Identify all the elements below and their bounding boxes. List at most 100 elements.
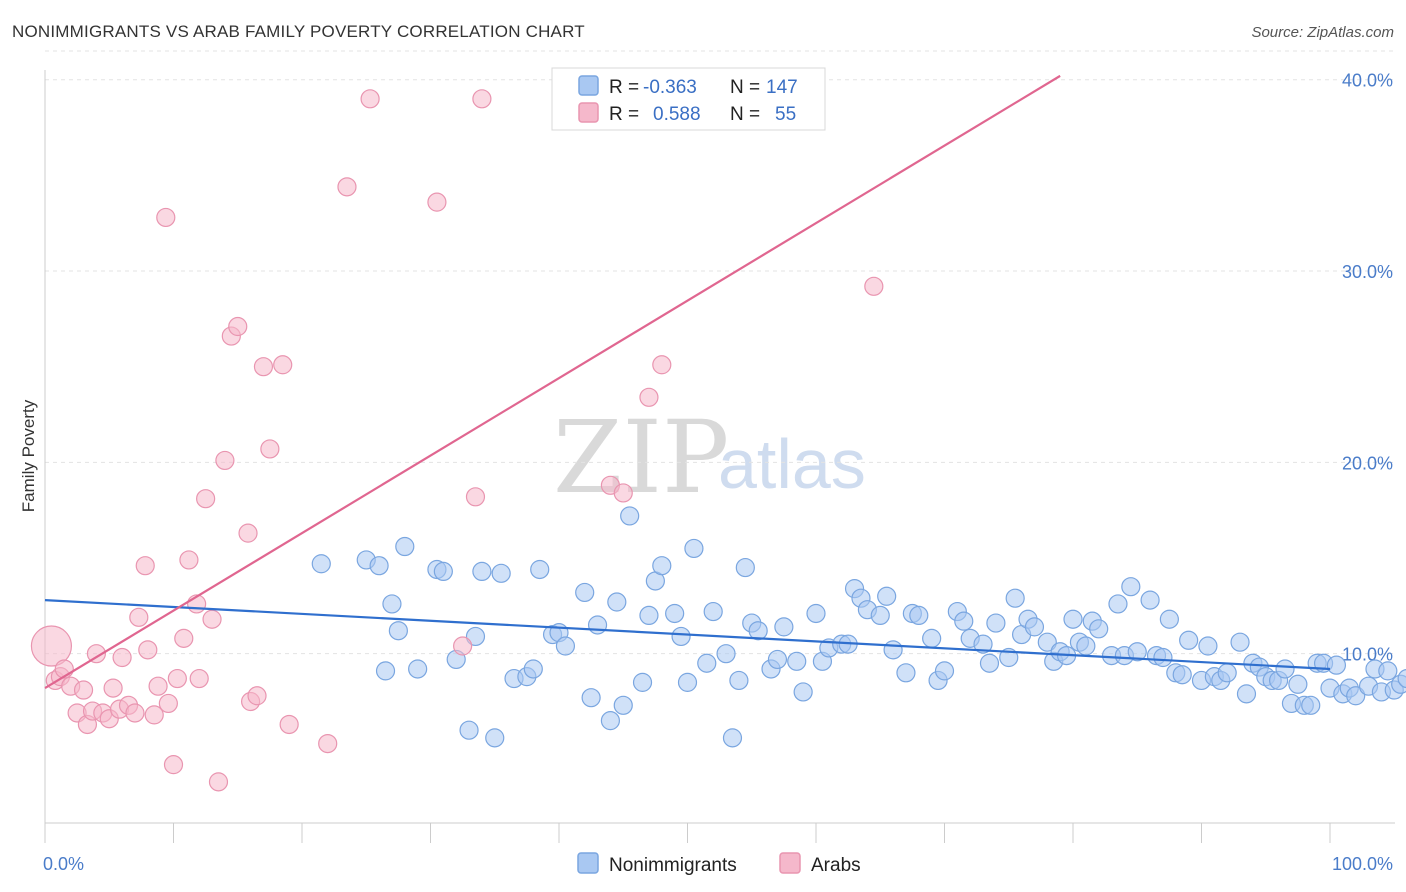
nonimmigrants-point: [485, 728, 505, 748]
grid-lines: [45, 50, 1395, 655]
nonimmigrants-point: [1159, 609, 1179, 629]
nonimmigrants-point: [375, 661, 396, 681]
arabs-point: [472, 89, 492, 109]
arabs-point: [112, 647, 132, 668]
nonimmigrants-point: [793, 682, 813, 702]
nonimmigrants-point: [1121, 577, 1141, 597]
arabs-point: [273, 355, 293, 375]
arabs-point: [138, 640, 158, 660]
arabs-point: [337, 177, 357, 197]
arabs-point: [215, 450, 235, 471]
arabs-point: [202, 609, 222, 629]
y-tick-labels: 10.0% 20.0% 30.0% 40.0%: [1342, 71, 1393, 665]
nonimmigrants-point: [684, 538, 704, 559]
nonimmigrants-point: [620, 506, 640, 526]
nonimmigrants-point: [311, 554, 331, 574]
nonimmigrants-point: [787, 651, 807, 671]
bottom-legend-label-arabs: Arabs: [811, 855, 861, 876]
legend-n-label-0: N =: [730, 77, 760, 98]
nonimmigrants-point: [1230, 632, 1250, 652]
y-axis-label: Family Poverty: [19, 399, 38, 512]
nonimmigrants-point: [671, 626, 691, 647]
nonimmigrants-point: [408, 659, 428, 679]
arabs-point: [167, 668, 187, 689]
nonimmigrants-point: [1037, 632, 1057, 652]
nonimmigrants-point: [677, 672, 698, 692]
y-tick-label: 40.0%: [1342, 71, 1393, 91]
arabs-point: [189, 668, 209, 689]
nonimmigrants-point: [1217, 663, 1237, 683]
stats-legend: R = -0.363 N = 147 R = 0.588 N = 55: [551, 67, 826, 131]
legend-n-value-0: 147: [766, 77, 798, 98]
nonimmigrants-point: [909, 605, 929, 626]
arabs-point: [652, 355, 672, 375]
arabs-point: [465, 487, 486, 507]
arabs-point: [135, 556, 155, 576]
nonimmigrants-point: [954, 611, 974, 631]
arabs-point: [86, 644, 107, 664]
nonimmigrants-point: [1236, 684, 1257, 704]
watermark-atlas: atlas: [718, 425, 866, 503]
arabs-point: [208, 772, 229, 792]
arabs-point: [228, 316, 248, 337]
nonimmigrants-point: [716, 644, 736, 664]
nonimmigrants-point: [1301, 695, 1321, 715]
arabs-point: [639, 387, 659, 407]
arabs-trend-line: [44, 74, 1061, 690]
nonimmigrants-point: [1005, 588, 1025, 608]
nonimmigrants-point: [973, 634, 993, 654]
arabs-point: [196, 489, 216, 509]
nonimmigrants-point: [465, 626, 486, 647]
arabs-point: [360, 89, 380, 109]
arabs-point: [453, 636, 473, 656]
arabs-point: [163, 755, 184, 775]
series-legend: Nonimmigrants Arabs: [577, 852, 861, 876]
nonimmigrants-point: [1198, 636, 1218, 656]
nonimmigrants-point: [1172, 665, 1192, 685]
legend-r-label-0: R =: [609, 77, 639, 98]
nonimmigrants-point: [774, 617, 794, 637]
arabs-point: [253, 357, 274, 377]
series-arabs: [30, 89, 884, 792]
y-tick-label: 20.0%: [1342, 453, 1393, 473]
x-tick-label-max: 100.0%: [1332, 854, 1393, 874]
nonimmigrants-point: [870, 605, 890, 626]
x-tick-marks: [44, 823, 1331, 843]
legend-swatch-nonimmigrants: [578, 75, 599, 96]
nonimmigrants-point: [922, 628, 942, 648]
legend-n-value-1: 55: [775, 104, 796, 125]
nonimmigrants-point: [581, 688, 601, 708]
nonimmigrants-point: [388, 621, 408, 641]
bottom-legend-swatch-arabs: [779, 852, 801, 874]
x-tick-label-min: 0.0%: [43, 854, 84, 874]
arabs-point: [179, 550, 199, 570]
nonimmigrants-point: [883, 640, 903, 660]
legend-r-value-1: 0.588: [653, 104, 701, 125]
bottom-legend-swatch-nonimmigrants: [577, 852, 599, 874]
nonimmigrants-point: [632, 672, 653, 692]
nonimmigrants-point: [382, 594, 402, 614]
nonimmigrants-point: [1326, 655, 1347, 675]
arabs-point: [73, 680, 94, 700]
nonimmigrants-point: [767, 649, 788, 670]
nonimmigrants-point: [1397, 669, 1406, 689]
arabs-point: [864, 276, 884, 296]
nonimmigrants-point: [652, 556, 672, 576]
nonimmigrants-point: [600, 711, 621, 731]
nonimmigrants-point: [523, 659, 543, 679]
y-tick-label: 10.0%: [1342, 645, 1393, 665]
nonimmigrants-point: [491, 563, 511, 583]
legend-n-label-1: N =: [730, 104, 760, 125]
nonimmigrants-point: [575, 582, 595, 603]
nonimmigrants-point: [1179, 630, 1199, 650]
arabs-point: [279, 714, 299, 735]
arabs-point: [247, 686, 267, 706]
nonimmigrants-point: [1275, 659, 1295, 679]
nonimmigrants-point: [1153, 647, 1173, 668]
arabs-point: [318, 733, 338, 754]
nonimmigrants-point: [1140, 590, 1160, 610]
nonimmigrants-point: [722, 728, 743, 748]
source-credit: Source: ZipAtlas.com: [1251, 24, 1394, 41]
nonimmigrants-point: [979, 653, 1000, 673]
